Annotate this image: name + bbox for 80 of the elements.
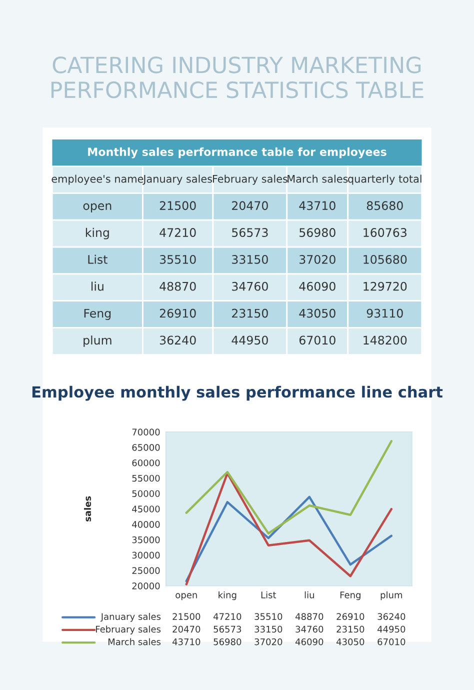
- y-tick-label: 50000: [132, 490, 160, 498]
- text: 20470: [232, 201, 268, 210]
- data-label: 35510: [254, 613, 282, 620]
- text: 46090: [299, 282, 336, 291]
- data-label: 46090: [295, 638, 324, 646]
- text: 56980: [300, 228, 336, 237]
- text: March sales: [288, 174, 348, 183]
- text: 43710: [299, 201, 336, 210]
- text: 93110: [366, 308, 403, 318]
- y-tick-label: 60000: [132, 459, 160, 466]
- text: 47210: [160, 228, 196, 237]
- x-tick-label: liu: [304, 591, 314, 598]
- line-series: [185, 496, 393, 582]
- x-tick-label: king: [218, 591, 236, 600]
- data-label: 56980: [214, 638, 242, 646]
- text: List: [88, 254, 108, 264]
- y-tick-label: 30000: [132, 552, 160, 559]
- y-tick-label: 45000: [132, 506, 160, 512]
- x-tick-label: open: [176, 593, 197, 600]
- y-tick-label: 25000: [132, 567, 160, 574]
- text: 37020: [300, 254, 336, 264]
- data-label: 43710: [172, 638, 200, 646]
- data-label: 44950: [377, 626, 406, 633]
- chart-title: Employee monthly sales performance line chart: [32, 386, 443, 401]
- text: 105680: [364, 254, 407, 264]
- text: 44950: [232, 336, 268, 345]
- text: February sales: [212, 174, 288, 185]
- data-label: 21500: [172, 613, 200, 620]
- text: employee's name: [52, 174, 144, 185]
- text: 67010: [299, 336, 336, 345]
- text: 129720: [364, 282, 407, 291]
- line-series: [185, 472, 393, 586]
- data-label: 20470: [172, 626, 200, 633]
- text: 34760: [232, 282, 268, 291]
- text: January sales: [142, 174, 212, 185]
- y-tick-label: 20000: [132, 582, 160, 590]
- y-tick-label: 65000: [132, 444, 160, 451]
- text: 35510: [160, 254, 196, 264]
- x-tick-label: plum: [380, 591, 402, 600]
- data-label: 36240: [378, 613, 406, 620]
- text: 56573: [232, 228, 268, 237]
- text: 26910: [160, 308, 196, 318]
- data-label: 47210: [213, 613, 242, 620]
- data-label: 33150: [254, 626, 282, 633]
- legend-label: January sales: [100, 612, 161, 622]
- text: king: [86, 228, 109, 240]
- text: Feng: [84, 308, 111, 320]
- text: 48870: [160, 282, 196, 291]
- data-label: 34760: [296, 626, 324, 633]
- text: 160763: [364, 228, 406, 237]
- text: open: [83, 203, 112, 212]
- text: quarterly total: [348, 174, 422, 185]
- text: plum: [84, 335, 112, 347]
- data-label: 43050: [336, 638, 364, 646]
- y-tick-label: 70000: [132, 428, 160, 436]
- data-label: 23150: [336, 626, 364, 633]
- legend-label: February sales: [96, 626, 161, 634]
- text: 36240: [160, 336, 196, 345]
- y-axis-title: sales: [84, 496, 91, 522]
- data-label: 48870: [295, 613, 324, 620]
- data-label: 26910: [336, 613, 364, 620]
- text: CATERING INDUSTRY MARKETING PERFORMANCE STATISTICS TABLE: [51, 56, 424, 98]
- legend-label: March sales: [108, 638, 161, 646]
- data-label: 56573: [214, 626, 242, 633]
- text: 43050: [299, 308, 336, 318]
- data-label: 37020: [254, 638, 282, 646]
- text: 148200: [364, 336, 407, 345]
- text: 33150: [232, 254, 268, 264]
- text: liu: [92, 282, 104, 291]
- line-series: [185, 440, 393, 535]
- text: Monthly sales performance table for employees: [88, 147, 386, 158]
- text: 23150: [232, 308, 268, 318]
- y-tick-label: 40000: [132, 520, 160, 528]
- y-tick-label: 55000: [132, 474, 160, 482]
- data-label: 67010: [378, 638, 406, 646]
- text: 21500: [160, 201, 196, 210]
- x-tick-label: Feng: [340, 592, 360, 600]
- x-tick-label: List: [261, 591, 276, 598]
- y-tick-label: 35000: [132, 536, 160, 544]
- text: 85680: [366, 201, 403, 210]
